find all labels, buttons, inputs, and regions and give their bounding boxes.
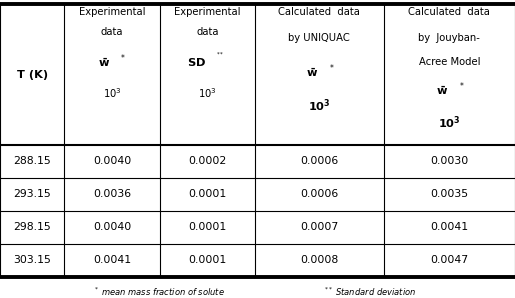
Text: 0.0040: 0.0040 — [93, 156, 131, 166]
Text: $10^3$: $10^3$ — [198, 86, 217, 100]
Text: $10^3$: $10^3$ — [102, 86, 122, 100]
Text: $*$: $*$ — [459, 80, 465, 89]
Text: Experimental: Experimental — [79, 7, 145, 17]
Text: 293.15: 293.15 — [13, 189, 51, 199]
Text: $\mathbf{10^3}$: $\mathbf{10^3}$ — [438, 115, 461, 131]
Text: 0.0002: 0.0002 — [188, 156, 227, 166]
Text: by  Jouyban-: by Jouyban- — [418, 33, 480, 43]
Text: Experimental: Experimental — [174, 7, 241, 17]
Text: $\mathbf{\bar{w}}$: $\mathbf{\bar{w}}$ — [305, 66, 318, 79]
Text: 0.0040: 0.0040 — [93, 222, 131, 232]
Text: $^{**}$ Standard deviation: $^{**}$ Standard deviation — [324, 285, 417, 298]
Text: Calculated  data: Calculated data — [408, 7, 490, 17]
Text: 0.0001: 0.0001 — [188, 255, 227, 265]
Text: T (K): T (K) — [16, 69, 48, 80]
Text: $\mathbf{\bar{w}}$: $\mathbf{\bar{w}}$ — [436, 85, 448, 97]
Text: 0.0001: 0.0001 — [188, 222, 227, 232]
Text: 0.0008: 0.0008 — [300, 255, 338, 265]
Text: 0.0036: 0.0036 — [93, 189, 131, 199]
Text: Acree Model: Acree Model — [419, 57, 480, 67]
Text: 288.15: 288.15 — [13, 156, 51, 166]
Text: 303.15: 303.15 — [13, 255, 51, 265]
Text: 298.15: 298.15 — [13, 222, 51, 232]
Text: Calculated  data: Calculated data — [279, 7, 360, 17]
Text: $^{**}$: $^{**}$ — [216, 52, 225, 60]
Text: by UNIQUAC: by UNIQUAC — [288, 33, 350, 43]
Text: 0.0006: 0.0006 — [300, 189, 338, 199]
Text: $*$: $*$ — [330, 62, 335, 71]
Text: 0.0041: 0.0041 — [430, 222, 469, 232]
Text: $^*$ mean mass fraction of solute: $^*$ mean mass fraction of solute — [93, 285, 225, 298]
Text: $\mathbf{\bar{w}}$: $\mathbf{\bar{w}}$ — [98, 56, 110, 69]
Text: 0.0047: 0.0047 — [430, 255, 469, 265]
Text: $*$: $*$ — [119, 52, 125, 60]
Text: 0.0041: 0.0041 — [93, 255, 131, 265]
Text: 0.0035: 0.0035 — [430, 189, 469, 199]
Text: data: data — [101, 27, 123, 37]
Text: 0.0001: 0.0001 — [188, 189, 227, 199]
Text: $\mathbf{10^3}$: $\mathbf{10^3}$ — [308, 97, 331, 114]
Text: data: data — [196, 27, 218, 37]
Text: 0.0006: 0.0006 — [300, 156, 338, 166]
Text: 0.0030: 0.0030 — [430, 156, 469, 166]
Text: $\mathbf{SD}$: $\mathbf{SD}$ — [187, 56, 207, 68]
Text: 0.0007: 0.0007 — [300, 222, 338, 232]
